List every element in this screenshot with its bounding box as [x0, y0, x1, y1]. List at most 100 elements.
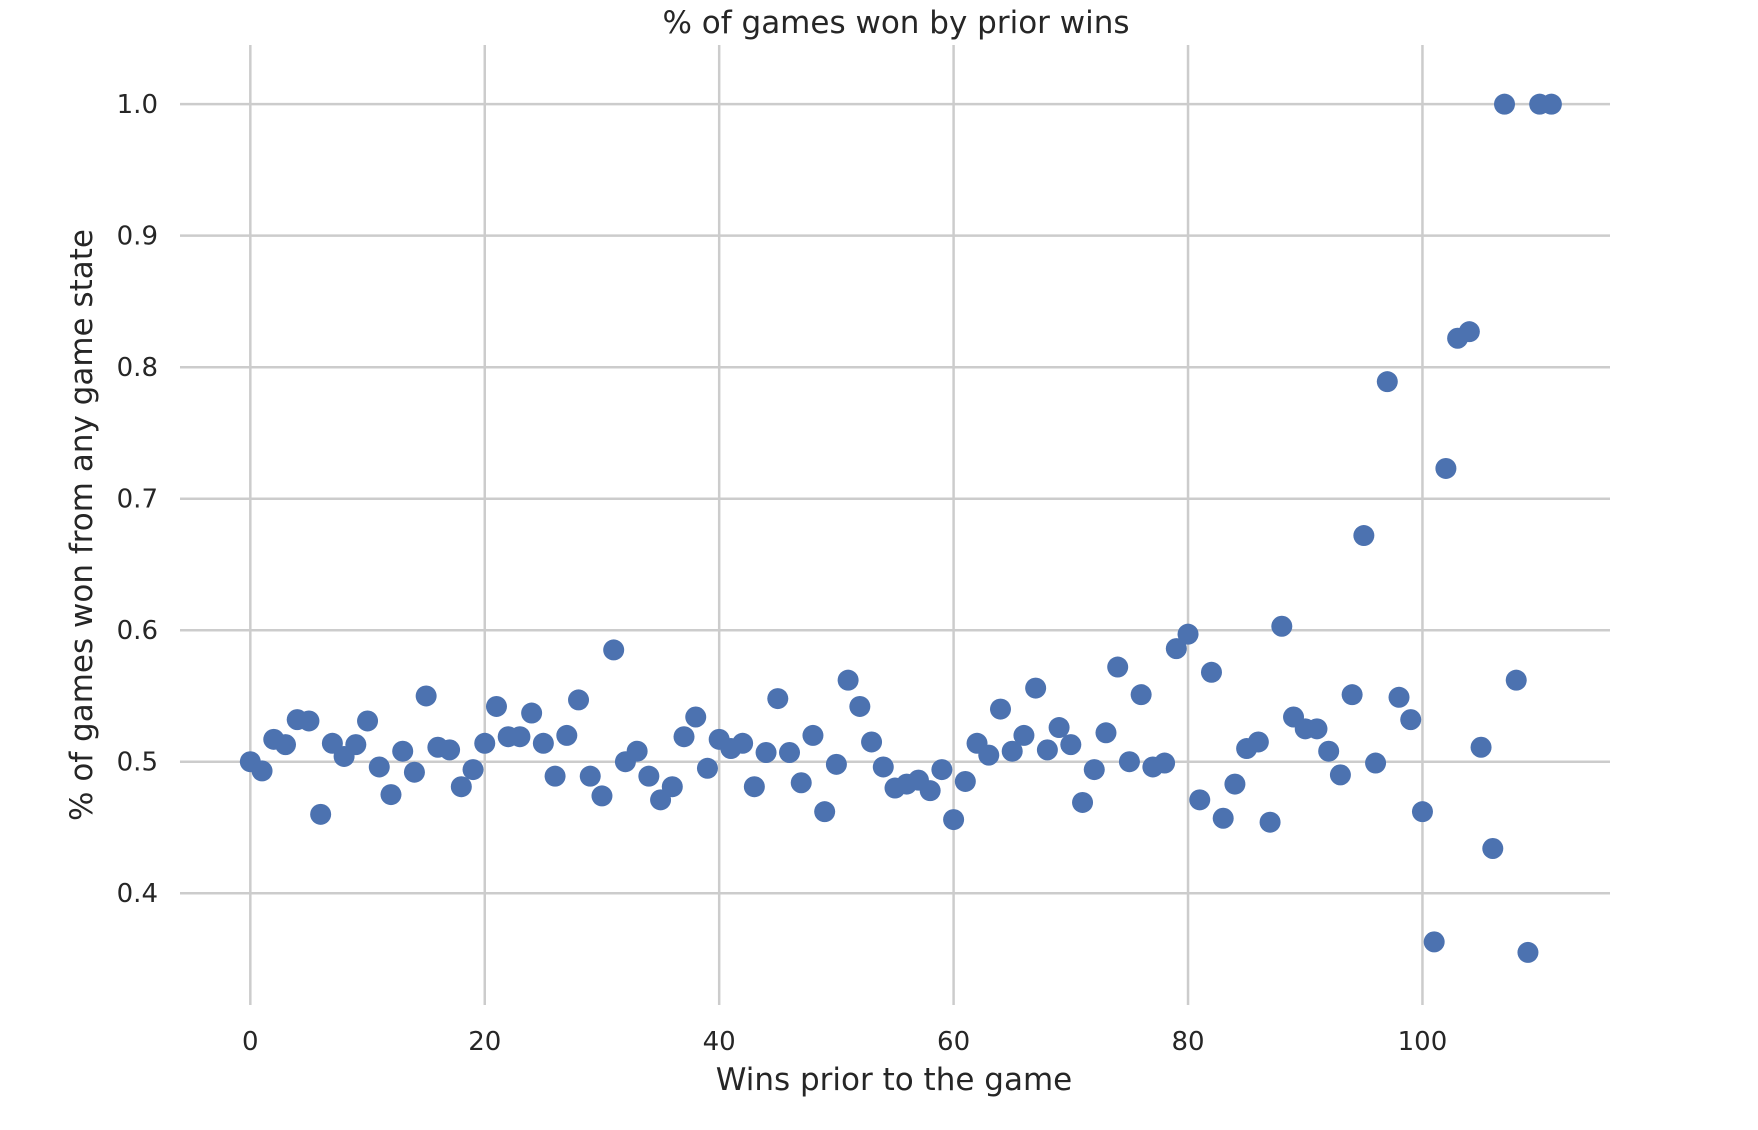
data-point [462, 759, 484, 781]
data-point [251, 760, 273, 782]
data-point [989, 698, 1011, 720]
data-point [1212, 807, 1234, 829]
data-point [1072, 791, 1094, 813]
y-tick-label: 1.0 [117, 90, 158, 120]
y-gridlines [180, 102, 1610, 895]
data-point [732, 732, 754, 754]
data-point [696, 757, 718, 779]
y-tick-label: 0.5 [117, 748, 158, 778]
data-point [415, 685, 437, 707]
y-tick-label: 0.7 [117, 485, 158, 515]
y-tick-label: 0.4 [117, 879, 158, 909]
y-tick-label: 0.8 [117, 353, 158, 383]
data-point [591, 785, 613, 807]
data-point [310, 803, 332, 825]
data-point [1118, 751, 1140, 773]
x-tick-label: 0 [242, 1027, 259, 1057]
data-point [1130, 684, 1152, 706]
data-point [861, 731, 883, 753]
data-point [1306, 718, 1328, 740]
data-point [1482, 838, 1504, 860]
data-point [802, 724, 824, 746]
data-point [392, 740, 414, 762]
y-tick-label: 0.6 [117, 616, 158, 646]
data-point [755, 742, 777, 764]
data-point [1400, 709, 1422, 731]
data-point [1494, 93, 1516, 115]
data-point [743, 776, 765, 798]
data-point [485, 695, 507, 717]
data-point [1318, 740, 1340, 762]
data-point [1048, 717, 1070, 739]
chart-title: % of games won by prior wins [662, 5, 1129, 41]
data-point [274, 734, 296, 756]
data-point [1365, 752, 1387, 774]
data-points [239, 93, 1562, 963]
data-point [1001, 740, 1023, 762]
x-gridlines [249, 45, 1424, 1005]
data-point [661, 776, 683, 798]
data-point [509, 726, 531, 748]
data-point [673, 726, 695, 748]
x-axis-label: Wins prior to the game [716, 1062, 1073, 1098]
data-point [521, 702, 543, 724]
data-point [603, 639, 625, 661]
data-point [556, 724, 578, 746]
data-point [568, 689, 590, 711]
data-point [1341, 684, 1363, 706]
x-tick-label: 100 [1398, 1027, 1448, 1057]
data-point [298, 710, 320, 732]
data-point [357, 710, 379, 732]
data-point [1036, 739, 1058, 761]
data-point [767, 688, 789, 710]
data-point [1540, 93, 1562, 115]
data-point [1177, 623, 1199, 645]
x-tick-labels: 0 20 40 60 80 100 [242, 1027, 1447, 1057]
data-point [544, 765, 566, 787]
data-point [1247, 731, 1269, 753]
data-point [1013, 724, 1035, 746]
data-point [532, 732, 554, 754]
data-point [380, 784, 402, 806]
data-point [345, 734, 367, 756]
data-point [954, 770, 976, 792]
data-point [919, 780, 941, 802]
data-point [1259, 811, 1281, 833]
data-point [685, 706, 707, 728]
data-point [579, 765, 601, 787]
data-point [1025, 677, 1047, 699]
data-point [1271, 615, 1293, 637]
data-point [626, 740, 648, 762]
data-point [872, 756, 894, 778]
data-point [1423, 931, 1445, 953]
data-point [814, 801, 836, 823]
data-point [1353, 525, 1375, 547]
data-point [1435, 457, 1457, 479]
data-point [1083, 759, 1105, 781]
data-point [931, 759, 953, 781]
data-point [1165, 638, 1187, 660]
data-point [1189, 789, 1211, 811]
data-point [1329, 764, 1351, 786]
data-point [439, 739, 461, 761]
data-point [1458, 321, 1480, 343]
data-point [1470, 736, 1492, 758]
data-point [1095, 722, 1117, 744]
data-point [1517, 941, 1539, 963]
data-point [1505, 669, 1527, 691]
x-tick-label: 80 [1171, 1027, 1204, 1057]
data-point [1224, 773, 1246, 795]
x-tick-label: 40 [703, 1027, 736, 1057]
y-axis-label: % of games won from any game state [64, 229, 100, 821]
data-point [1200, 661, 1222, 683]
x-tick-label: 20 [468, 1027, 501, 1057]
data-point [849, 695, 871, 717]
data-point [779, 742, 801, 764]
data-point [1388, 686, 1410, 708]
data-point [368, 756, 390, 778]
data-point [1411, 801, 1433, 823]
data-point [1107, 656, 1129, 678]
data-point [1376, 371, 1398, 393]
data-point [837, 669, 859, 691]
